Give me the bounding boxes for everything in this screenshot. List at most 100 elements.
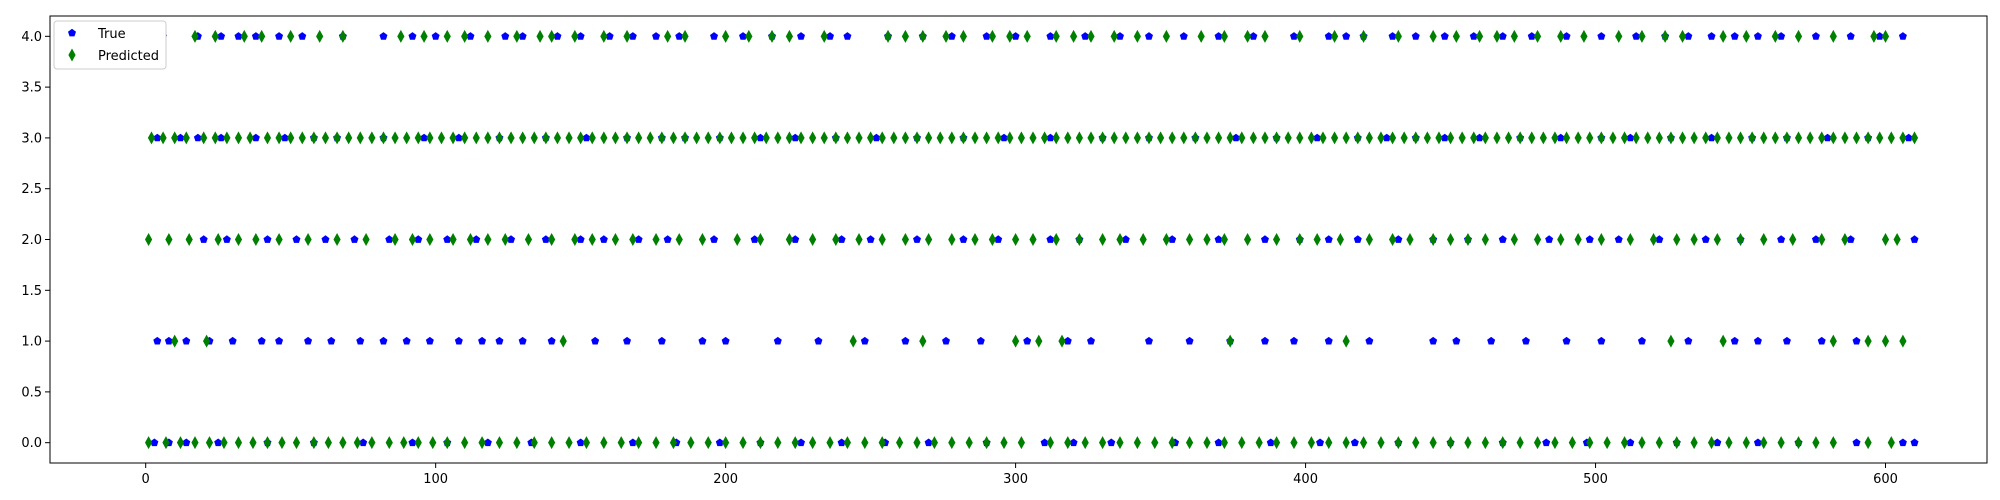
predicted-point (600, 29, 608, 43)
predicted-point (843, 436, 852, 450)
predicted-point (385, 436, 393, 450)
predicted-point (1272, 436, 1281, 450)
predicted-point (1319, 131, 1327, 145)
predicted-point (1661, 29, 1669, 43)
predicted-point (501, 233, 509, 246)
predicted-point (1574, 131, 1582, 145)
predicted-point (785, 29, 794, 43)
true-point (507, 235, 516, 243)
predicted-point (1069, 29, 1078, 43)
predicted-point (1139, 233, 1147, 246)
true-point (222, 235, 231, 243)
true-point (576, 438, 585, 447)
predicted-point (1255, 436, 1263, 450)
predicted-point (756, 233, 765, 246)
predicted-point (1690, 233, 1698, 246)
predicted-point (1012, 233, 1020, 246)
true-point (913, 235, 921, 243)
predicted-point (611, 131, 620, 145)
predicted-point (1829, 131, 1837, 145)
predicted-point (414, 131, 422, 145)
true-point (150, 438, 159, 447)
predicted-point (1446, 233, 1455, 246)
legend-true-label: True (97, 27, 126, 42)
predicted-point (704, 436, 712, 450)
predicted-point (466, 233, 475, 246)
true-point (1440, 32, 1449, 40)
true-point (959, 235, 968, 243)
x-tick-label: 500 (1583, 472, 1608, 487)
predicted-point (321, 131, 330, 145)
true-point (1231, 133, 1240, 142)
predicted-point (513, 436, 521, 450)
predicted-point (1620, 436, 1629, 450)
predicted-point (495, 131, 504, 145)
true-point (164, 336, 173, 345)
predicted-point (913, 131, 921, 145)
true-point (1475, 133, 1484, 142)
predicted-point (1615, 29, 1623, 43)
predicted-point (611, 233, 620, 246)
true-point (1614, 235, 1623, 243)
predicted-point (1243, 233, 1252, 246)
predicted-point (722, 29, 730, 43)
predicted-point (1464, 233, 1472, 246)
predicted-point (693, 131, 701, 145)
legend-true-marker (68, 28, 76, 37)
predicted-point (1446, 436, 1455, 450)
predicted-point (1377, 436, 1385, 450)
predicted-point (1533, 29, 1542, 43)
predicted-point (1046, 436, 1054, 450)
true-point (327, 336, 336, 345)
predicted-point (1017, 436, 1025, 450)
true-point (866, 235, 875, 243)
predicted-point (513, 29, 521, 43)
true-point (1545, 235, 1554, 243)
predicted-point (1707, 436, 1716, 450)
predicted-point (1365, 131, 1373, 145)
predicted-point (1794, 131, 1803, 145)
predicted-point (565, 131, 573, 145)
predicted-point (1597, 131, 1605, 145)
predicted-point (1133, 436, 1141, 450)
true-point (472, 235, 481, 243)
predicted-point (1203, 131, 1211, 145)
true-point (251, 133, 260, 142)
predicted-point (1162, 233, 1170, 246)
predicted-point (144, 436, 153, 450)
predicted-point (1481, 436, 1489, 450)
predicted-point (1609, 131, 1617, 145)
y-axis: 0.0 0.5 1.0 1.5 2.0 2.5 3.0 3.5 4.0 (21, 30, 50, 451)
predicted-point (414, 436, 422, 450)
predicted-point (582, 436, 591, 450)
predicted-point (524, 233, 533, 246)
predicted-point (484, 233, 492, 246)
true-point (791, 133, 800, 142)
true-point (1898, 32, 1907, 40)
true-point (797, 32, 806, 40)
true-point (182, 438, 191, 447)
true-point (1632, 32, 1641, 40)
predicted-point (629, 233, 637, 246)
predicted-point (1881, 29, 1890, 43)
predicted-point (1052, 233, 1060, 246)
predicted-point (1499, 436, 1507, 450)
predicted-point (220, 436, 228, 450)
predicted-point (478, 436, 486, 450)
true-point (359, 438, 368, 447)
predicted-point (948, 131, 956, 145)
predicted-point (1794, 29, 1803, 43)
predicted-point (1394, 29, 1402, 43)
predicted-point (542, 131, 550, 145)
predicted-point (1064, 436, 1072, 450)
predicted-point (1760, 436, 1768, 450)
predicted-point (1562, 131, 1571, 145)
predicted-point (1510, 29, 1518, 43)
predicted-point (495, 436, 504, 450)
predicted-point (913, 436, 921, 450)
predicted-point (1354, 131, 1362, 145)
true-point (1655, 235, 1664, 243)
predicted-point (704, 131, 712, 145)
predicted-point (843, 131, 852, 145)
predicted-point (1719, 334, 1727, 348)
